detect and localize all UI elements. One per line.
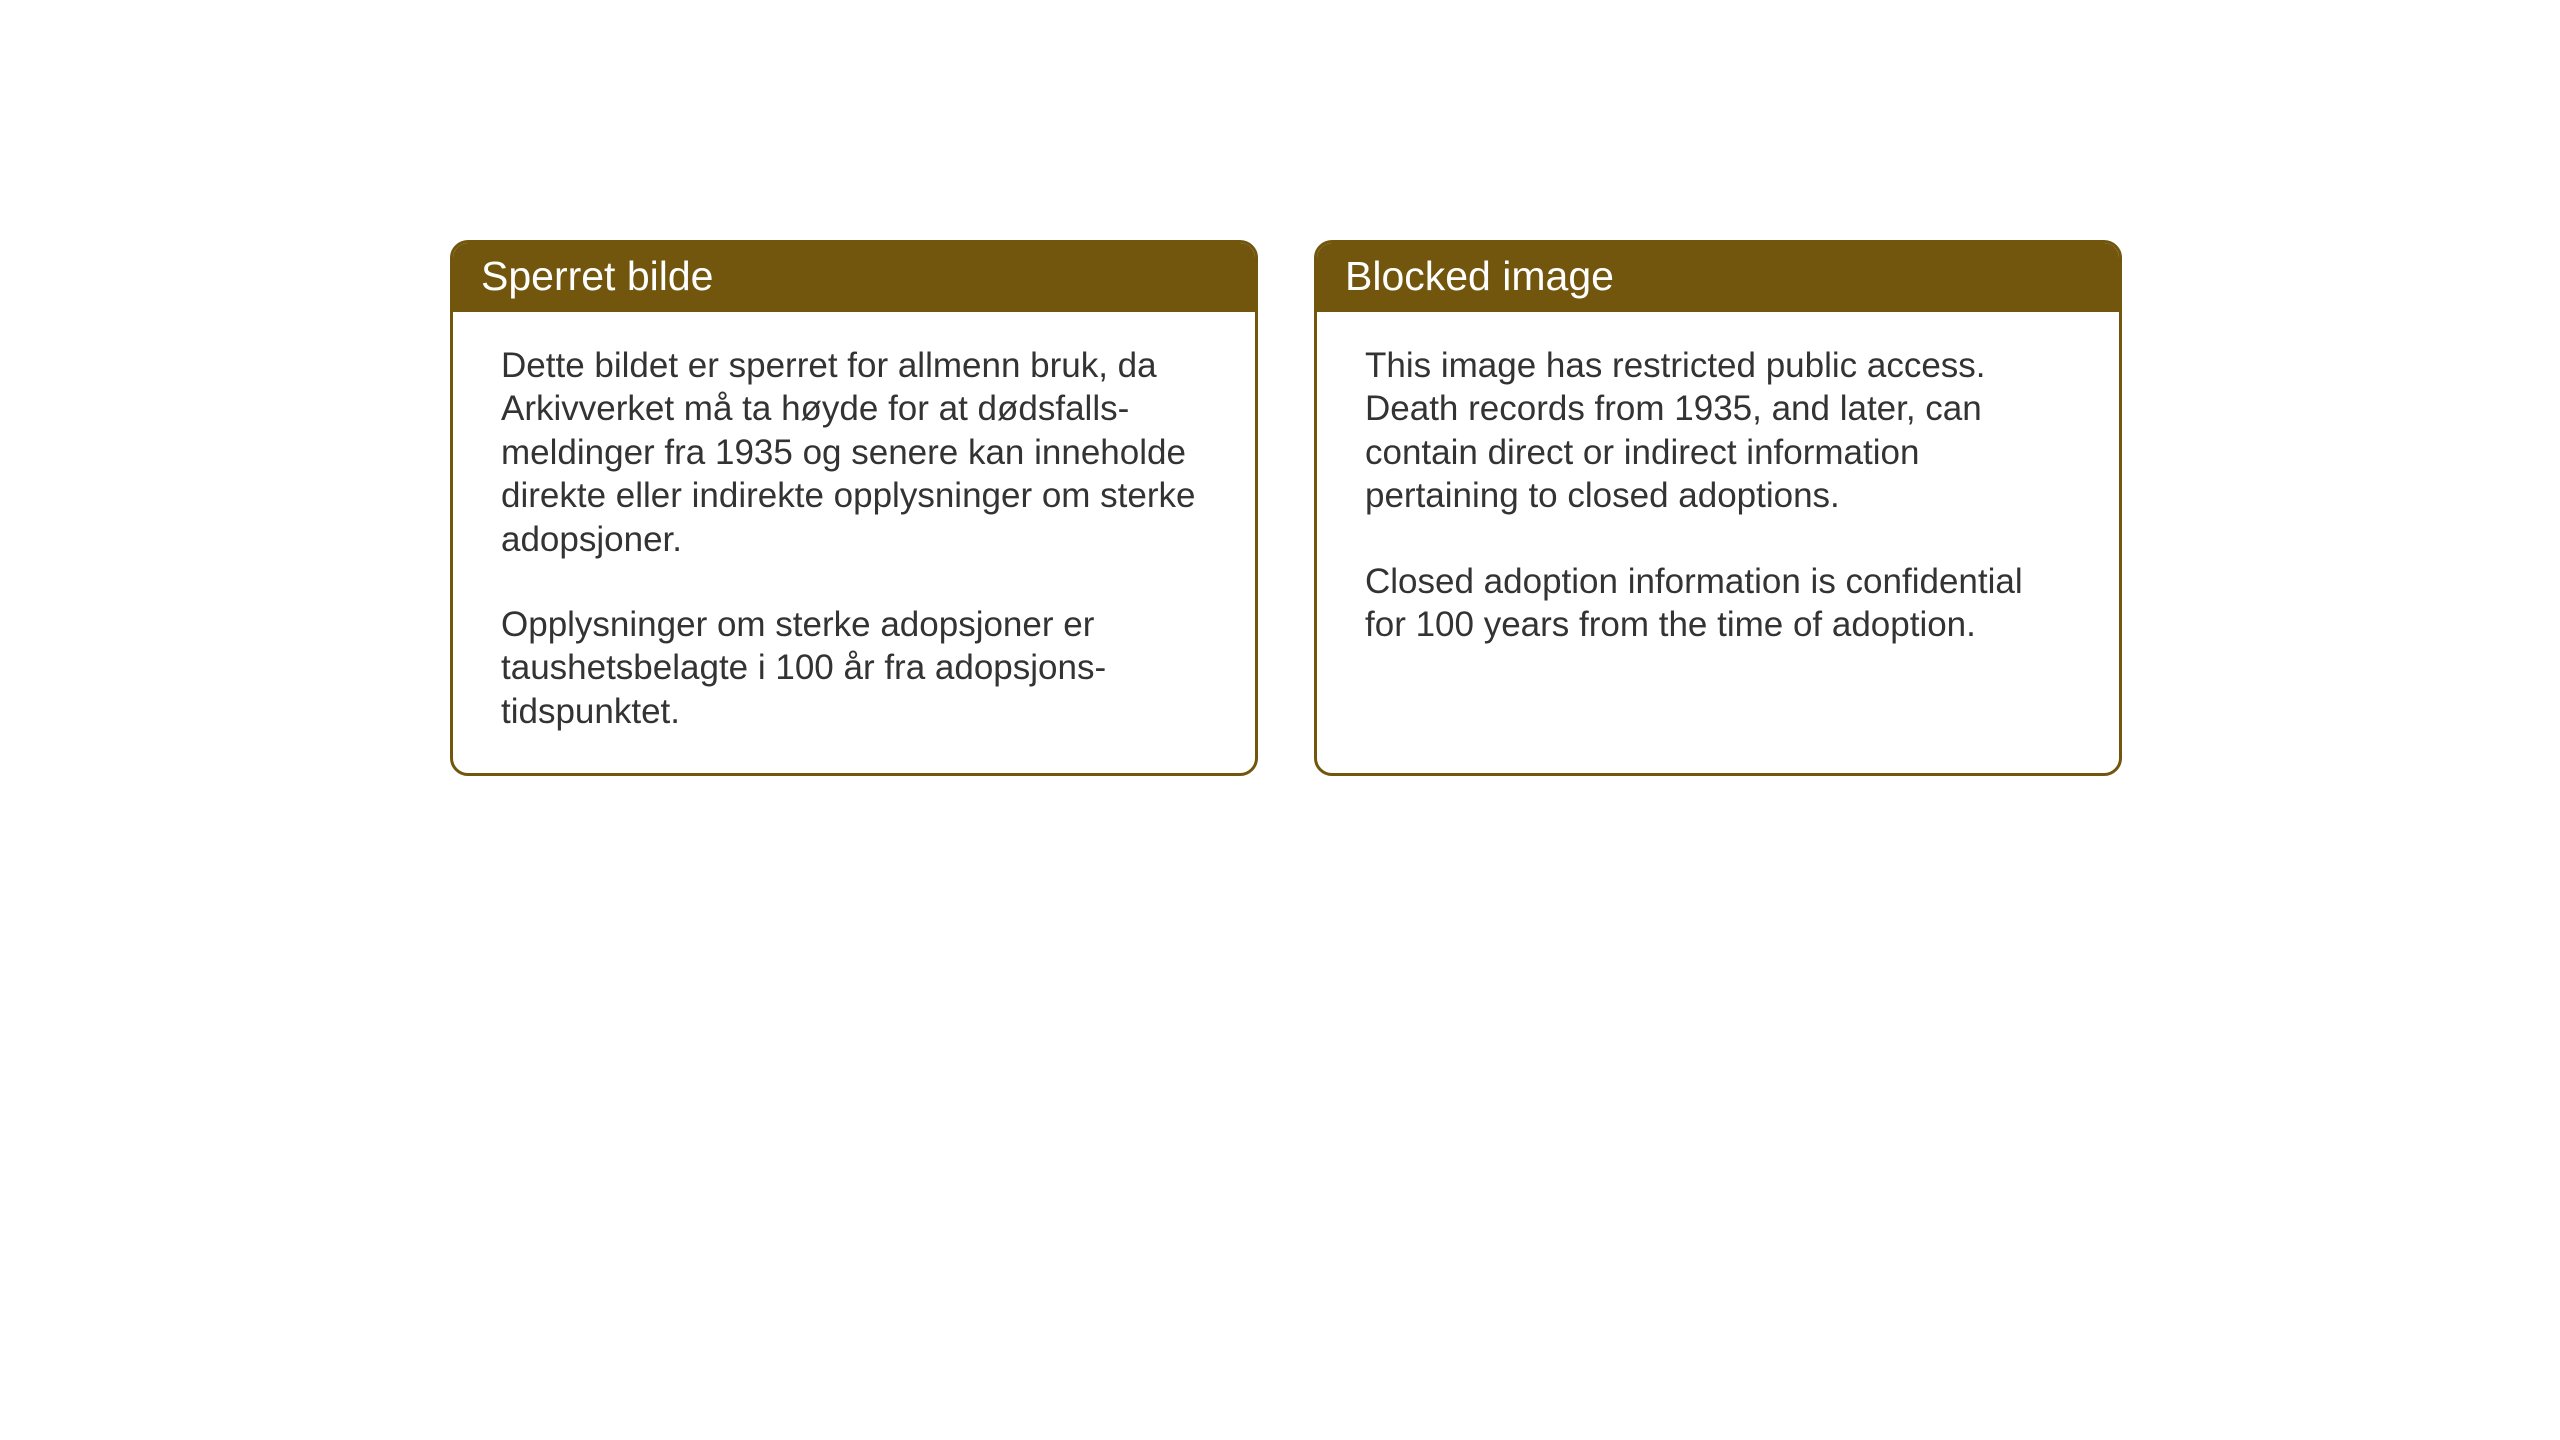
notice-box-norwegian: Sperret bilde Dette bildet er sperret fo…	[450, 240, 1258, 776]
notice-paragraph-norwegian-2: Opplysninger om sterke adopsjoner er tau…	[501, 603, 1207, 733]
notice-paragraph-norwegian-1: Dette bildet er sperret for allmenn bruk…	[501, 344, 1207, 561]
notice-header-english: Blocked image	[1317, 243, 2119, 312]
notice-header-norwegian: Sperret bilde	[453, 243, 1255, 312]
notice-paragraph-english-1: This image has restricted public access.…	[1365, 344, 2071, 518]
notice-box-english: Blocked image This image has restricted …	[1314, 240, 2122, 776]
notice-paragraph-english-2: Closed adoption information is confident…	[1365, 560, 2071, 647]
notice-body-norwegian: Dette bildet er sperret for allmenn bruk…	[453, 312, 1255, 773]
notice-body-english: This image has restricted public access.…	[1317, 312, 2119, 686]
notices-container: Sperret bilde Dette bildet er sperret fo…	[450, 240, 2122, 776]
